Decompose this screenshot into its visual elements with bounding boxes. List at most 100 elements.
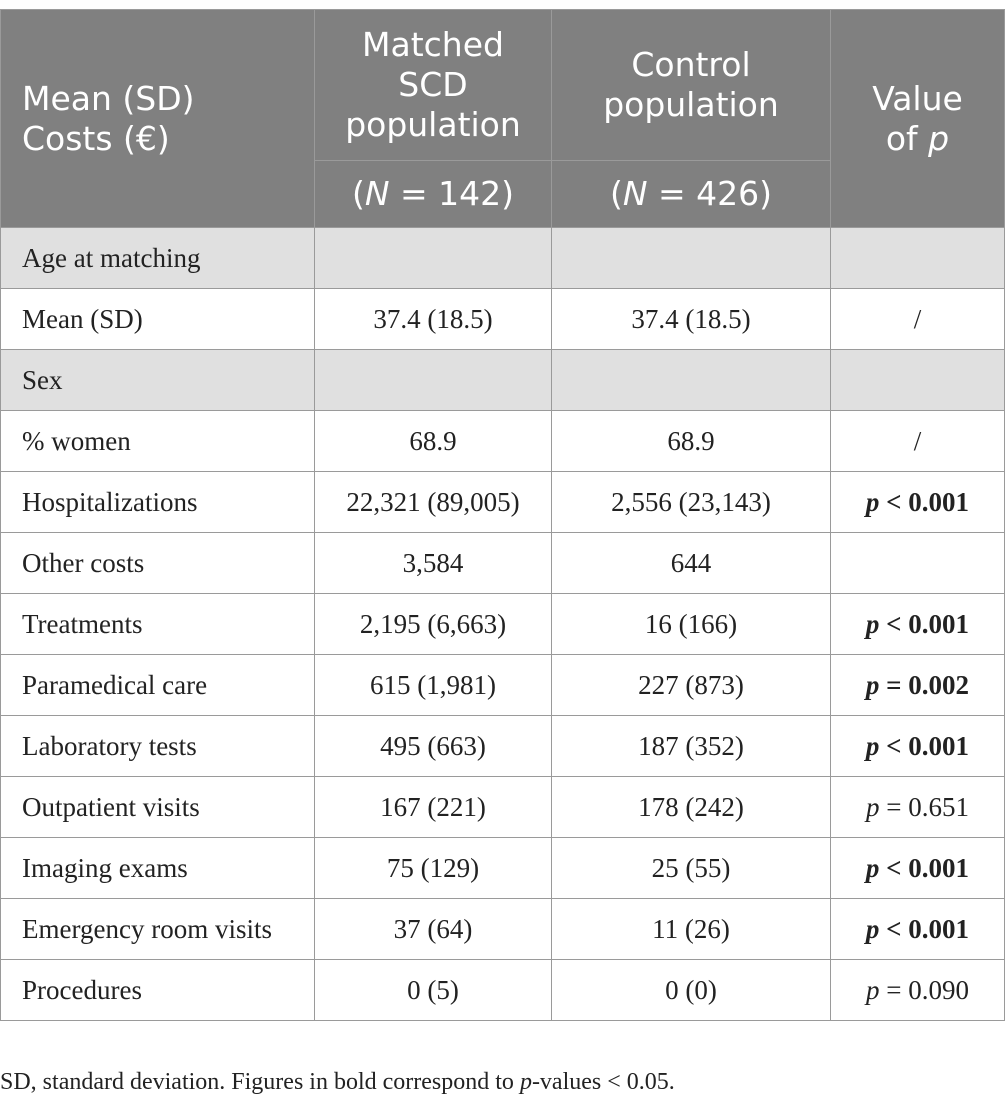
header-control-population: Control population [551, 9, 831, 161]
table-row: % women 68.9 68.9/ [0, 410, 1005, 472]
table-row: Imaging exams 75 (129) 25 (55) p < 0.001 [0, 837, 1005, 899]
p-value [830, 532, 1005, 594]
caption-text-end: -values < 0.05. [531, 1069, 675, 1095]
section-row: Sex [0, 349, 1005, 411]
header-cost-line2: Costs (€) [22, 118, 170, 158]
p-value: / [830, 410, 1005, 472]
header-control-n-var: N [622, 174, 648, 213]
scd-value: 615 (1,981) [314, 654, 552, 716]
p-value: p < 0.001 [830, 593, 1005, 655]
p-number: < 0.001 [879, 608, 970, 639]
empty-cell [830, 349, 1005, 411]
scd-value: 37.4 (18.5) [314, 288, 552, 350]
header-control-n-open: ( [609, 174, 623, 213]
table-row: Emergency room visits 37 (64) 11 (26) p < 0… [0, 898, 1005, 960]
header-scd-n-value: = 142) [389, 174, 515, 213]
scd-value: 495 (663) [314, 715, 552, 777]
table-row: Outpatient visits 167 (221) 178 (242) p = 0… [0, 776, 1005, 838]
row-label: Procedures [0, 959, 315, 1021]
empty-cell [314, 227, 552, 289]
p-number: = 0.090 [879, 974, 969, 1005]
control-value: 25 (55) [551, 837, 831, 899]
scd-value: 22,321 (89,005) [314, 471, 552, 533]
p-letter: p [865, 730, 880, 761]
row-label: Emergency room visits [0, 898, 315, 960]
p-number: < 0.001 [879, 852, 970, 883]
p-number: < 0.001 [879, 730, 970, 761]
header-control-n: (N = 426) [551, 160, 831, 228]
header-scd-population: Matched SCD population [314, 9, 552, 161]
section-row: Age at matching [0, 227, 1005, 289]
p-value: p < 0.001 [830, 837, 1005, 899]
table-row: Procedures 0 (5) 0 (0) p = 0.090 [0, 959, 1005, 1021]
row-label: Other costs [0, 532, 315, 594]
p-value: / [830, 288, 1005, 350]
p-value: p < 0.001 [830, 715, 1005, 777]
empty-cell [314, 349, 552, 411]
control-value: 11 (26) [551, 898, 831, 960]
p-letter: p [865, 486, 880, 517]
control-value: 178 (242) [551, 776, 831, 838]
empty-cell [551, 349, 831, 411]
p-number: = 0.002 [879, 669, 970, 700]
header-cost-line1: Mean (SD) [22, 78, 195, 118]
p-value: p = 0.090 [830, 959, 1005, 1021]
p-number: = 0.651 [879, 791, 969, 822]
p-value: p < 0.001 [830, 471, 1005, 533]
row-label: Paramedical care [0, 654, 315, 716]
header-scd-n-open: ( [351, 174, 365, 213]
header-control-line1: Control [631, 45, 751, 84]
table-row: Other costs 3,584 644 [0, 532, 1005, 594]
costs-table: Mean (SD) Costs (€) Matched SCD populati… [0, 9, 1005, 1021]
scd-value: 167 (221) [314, 776, 552, 838]
control-value: 227 (873) [551, 654, 831, 716]
row-label: Treatments [0, 593, 315, 655]
p-letter: p [865, 852, 880, 883]
p-letter: p [865, 913, 880, 944]
scd-value: 75 (129) [314, 837, 552, 899]
header-control-n-value: = 426) [647, 174, 773, 213]
table-row: Mean (SD) 37.4 (18.5) 37.4 (18.5) / [0, 288, 1005, 350]
empty-cell [830, 227, 1005, 289]
header-scd-n: (N = 142) [314, 160, 552, 228]
row-label: Mean (SD) [0, 288, 315, 350]
row-label: Sex [0, 349, 315, 411]
row-label: Imaging exams [0, 837, 315, 899]
scd-value: 2,195 (6,663) [314, 593, 552, 655]
table-row: Hospitalizations 22,321 (89,005) 2,556 (23… [0, 471, 1005, 533]
row-label: Outpatient visits [0, 776, 315, 838]
control-value: 37.4 (18.5) [551, 288, 831, 350]
header-p-line1: Value [872, 78, 963, 118]
empty-cell [551, 227, 831, 289]
scd-value: 0 (5) [314, 959, 552, 1021]
control-value: 2,556 (23,143) [551, 471, 831, 533]
table-body: Age at matching Mean (SD) 37.4 (18.5) 37.4 … [0, 227, 1005, 1021]
header-control-line2: population [603, 85, 779, 124]
header-cost-category: Mean (SD) Costs (€) [0, 9, 315, 228]
p-value: p < 0.001 [830, 898, 1005, 960]
row-label: Hospitalizations [0, 471, 315, 533]
p-number: < 0.001 [879, 486, 970, 517]
control-value: 16 (166) [551, 593, 831, 655]
header-p-line2: of [885, 118, 929, 158]
table-row: Laboratory tests 495 (663) 187 (352) p < 0.… [0, 715, 1005, 777]
p-value: p = 0.002 [830, 654, 1005, 716]
row-label: % women [0, 410, 315, 472]
table-row: Treatments 2,195 (6,663) 16 (166) p < 0.001 [0, 593, 1005, 655]
p-letter: p [866, 974, 880, 1005]
p-letter: p [865, 669, 880, 700]
header-scd-line3: population [345, 105, 521, 144]
header-scd-line1: Matched [362, 25, 504, 64]
header-scd-n-var: N [364, 174, 390, 213]
control-value: 0 (0) [551, 959, 831, 1021]
p-letter: p [866, 791, 880, 822]
row-label: Laboratory tests [0, 715, 315, 777]
row-label: Age at matching [0, 227, 315, 289]
caption-text: SD, standard deviation. Figures in bold … [0, 1069, 520, 1095]
control-value: 187 (352) [551, 715, 831, 777]
control-value: 68.9 [551, 410, 831, 472]
p-value: p = 0.651 [830, 776, 1005, 838]
scd-value: 68.9 [314, 410, 552, 472]
caption-p-letter: p [519, 1069, 532, 1095]
table-row: Paramedical care 615 (1,981) 227 (873) p = … [0, 654, 1005, 716]
